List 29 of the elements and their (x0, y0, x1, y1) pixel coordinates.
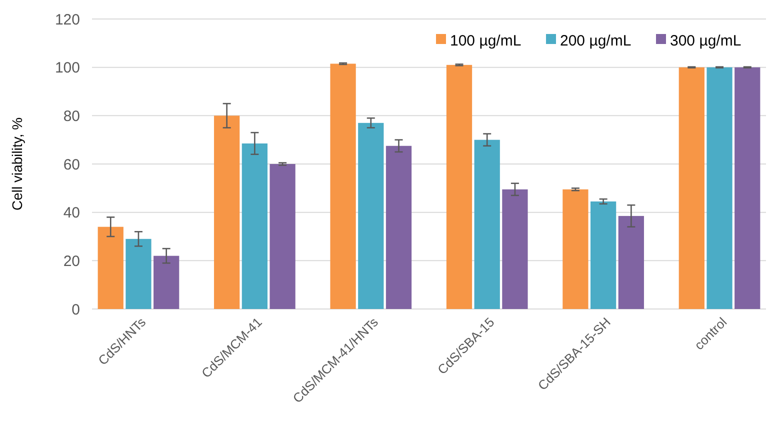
bar (270, 164, 296, 309)
bar (386, 146, 412, 309)
bar (502, 189, 528, 309)
bar (618, 216, 644, 309)
y-axis-title: Cell viability, % (9, 117, 25, 211)
y-tick-label: 120 (54, 11, 80, 28)
bar (474, 140, 500, 309)
y-tick-label: 60 (63, 156, 80, 174)
legend-label: 100 µg/mL (450, 32, 522, 50)
bar (678, 67, 704, 309)
bar (590, 201, 616, 309)
y-tick-label: 80 (63, 108, 80, 125)
bar (330, 64, 356, 309)
legend-label: 200 µg/mL (560, 32, 632, 50)
y-tick-label: 20 (63, 252, 80, 270)
bar (706, 67, 732, 309)
bar (562, 189, 588, 309)
y-tick-label: 100 (54, 60, 80, 77)
bar (446, 64, 472, 309)
y-tick-label: 0 (72, 301, 80, 318)
bar (214, 116, 240, 309)
y-tick-label: 40 (63, 204, 80, 222)
legend-label: 300 µg/mL (670, 32, 742, 50)
bar (126, 238, 152, 309)
bar (154, 256, 180, 309)
bar (98, 226, 124, 309)
bar (242, 143, 268, 309)
bar (358, 122, 384, 309)
bar (734, 67, 760, 309)
